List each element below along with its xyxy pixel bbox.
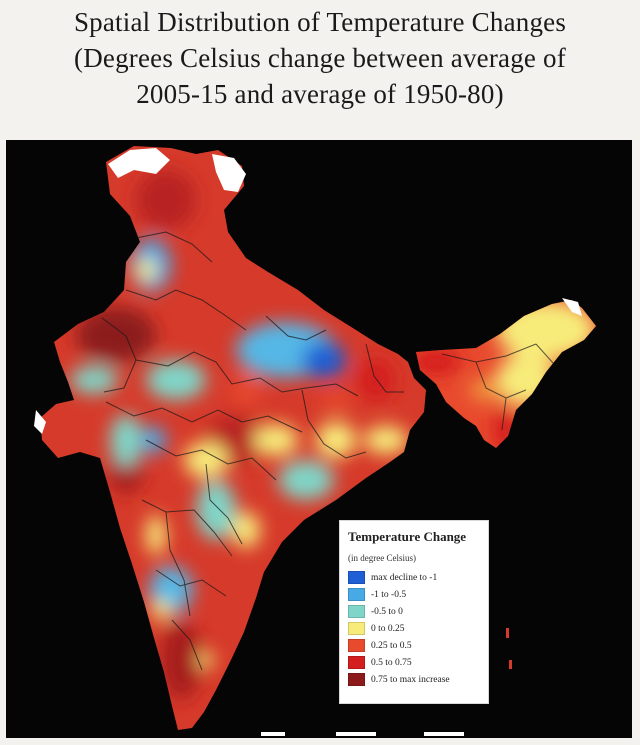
legend-swatch (348, 588, 365, 601)
legend-swatch (348, 673, 365, 686)
legend-item: 0.5 to 0.75 (348, 654, 480, 671)
legend-item: max decline to -1 (348, 569, 480, 586)
legend-label: 0.25 to 0.5 (371, 640, 412, 651)
edge-mark (261, 732, 285, 736)
legend-label: -1 to -0.5 (371, 589, 407, 600)
legend-item: 0.25 to 0.5 (348, 637, 480, 654)
no-data-patch (34, 410, 46, 434)
island-marker (509, 660, 512, 669)
legend-title: Temperature Change (348, 529, 467, 544)
legend-label: 0.5 to 0.75 (371, 657, 412, 668)
legend-items: max decline to -1 -1 to -0.5 -0.5 to 0 0… (348, 569, 480, 688)
edge-mark (424, 732, 464, 736)
map-legend: Temperature Change (in degree Celsius) m… (339, 520, 489, 704)
legend-item: -0.5 to 0 (348, 603, 480, 620)
no-data-patch (108, 148, 170, 178)
title-line-1: Spatial Distribution of Temperature Chan… (73, 7, 567, 37)
legend-swatch (348, 605, 365, 618)
no-data-patch (212, 154, 246, 192)
legend-item: -1 to -0.5 (348, 586, 480, 603)
legend-swatch (348, 656, 365, 669)
legend-swatch (348, 622, 365, 635)
northeast-heatmap (416, 300, 596, 448)
legend-item: 0.75 to max increase (348, 671, 480, 688)
legend-item: 0 to 0.25 (348, 620, 480, 637)
legend-swatch (348, 571, 365, 584)
legend-label: 0.75 to max increase (371, 674, 450, 685)
legend-label: 0 to 0.25 (371, 623, 405, 634)
legend-label: -0.5 to 0 (371, 606, 403, 617)
legend-swatch (348, 639, 365, 652)
no-data-patch (562, 298, 582, 316)
india-temperature-map (34, 146, 596, 730)
island-marker (506, 628, 509, 638)
title-line-2: (Degrees Celsius change between average … (74, 43, 566, 73)
legend-label: max decline to -1 (371, 572, 438, 583)
title-line-3: 2005-15 and average of 1950-80) (136, 79, 504, 109)
map-title: Spatial Distribution of Temperature Chan… (0, 4, 640, 112)
mainland-heatmap (40, 146, 426, 730)
legend-subtitle: (in degree Celsius) (348, 553, 416, 563)
map-panel: Temperature Change (in degree Celsius) m… (6, 140, 632, 738)
edge-mark (336, 732, 376, 736)
